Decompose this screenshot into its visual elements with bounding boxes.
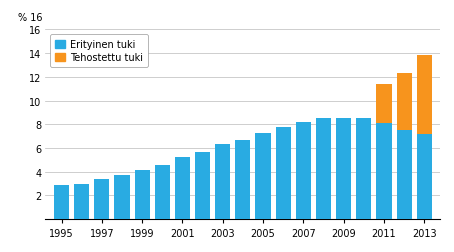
Bar <box>256 133 271 219</box>
Bar <box>74 184 89 219</box>
Bar <box>336 119 351 219</box>
Bar <box>376 85 391 123</box>
Bar <box>195 152 210 219</box>
Bar <box>396 131 412 219</box>
Bar <box>235 140 251 219</box>
Bar <box>376 123 391 219</box>
Bar <box>215 145 230 219</box>
Legend: Erityinen tuki, Tehostettu tuki: Erityinen tuki, Tehostettu tuki <box>50 35 148 68</box>
Bar <box>276 127 291 219</box>
Bar <box>155 165 170 219</box>
Bar <box>296 122 311 219</box>
Bar <box>175 158 190 219</box>
Bar <box>417 56 432 134</box>
Bar <box>356 119 371 219</box>
Bar <box>94 179 109 219</box>
Text: % 16: % 16 <box>18 13 42 23</box>
Bar <box>396 74 412 131</box>
Bar <box>54 185 69 219</box>
Bar <box>134 171 150 219</box>
Bar <box>417 134 432 219</box>
Bar <box>316 119 331 219</box>
Bar <box>114 176 129 219</box>
